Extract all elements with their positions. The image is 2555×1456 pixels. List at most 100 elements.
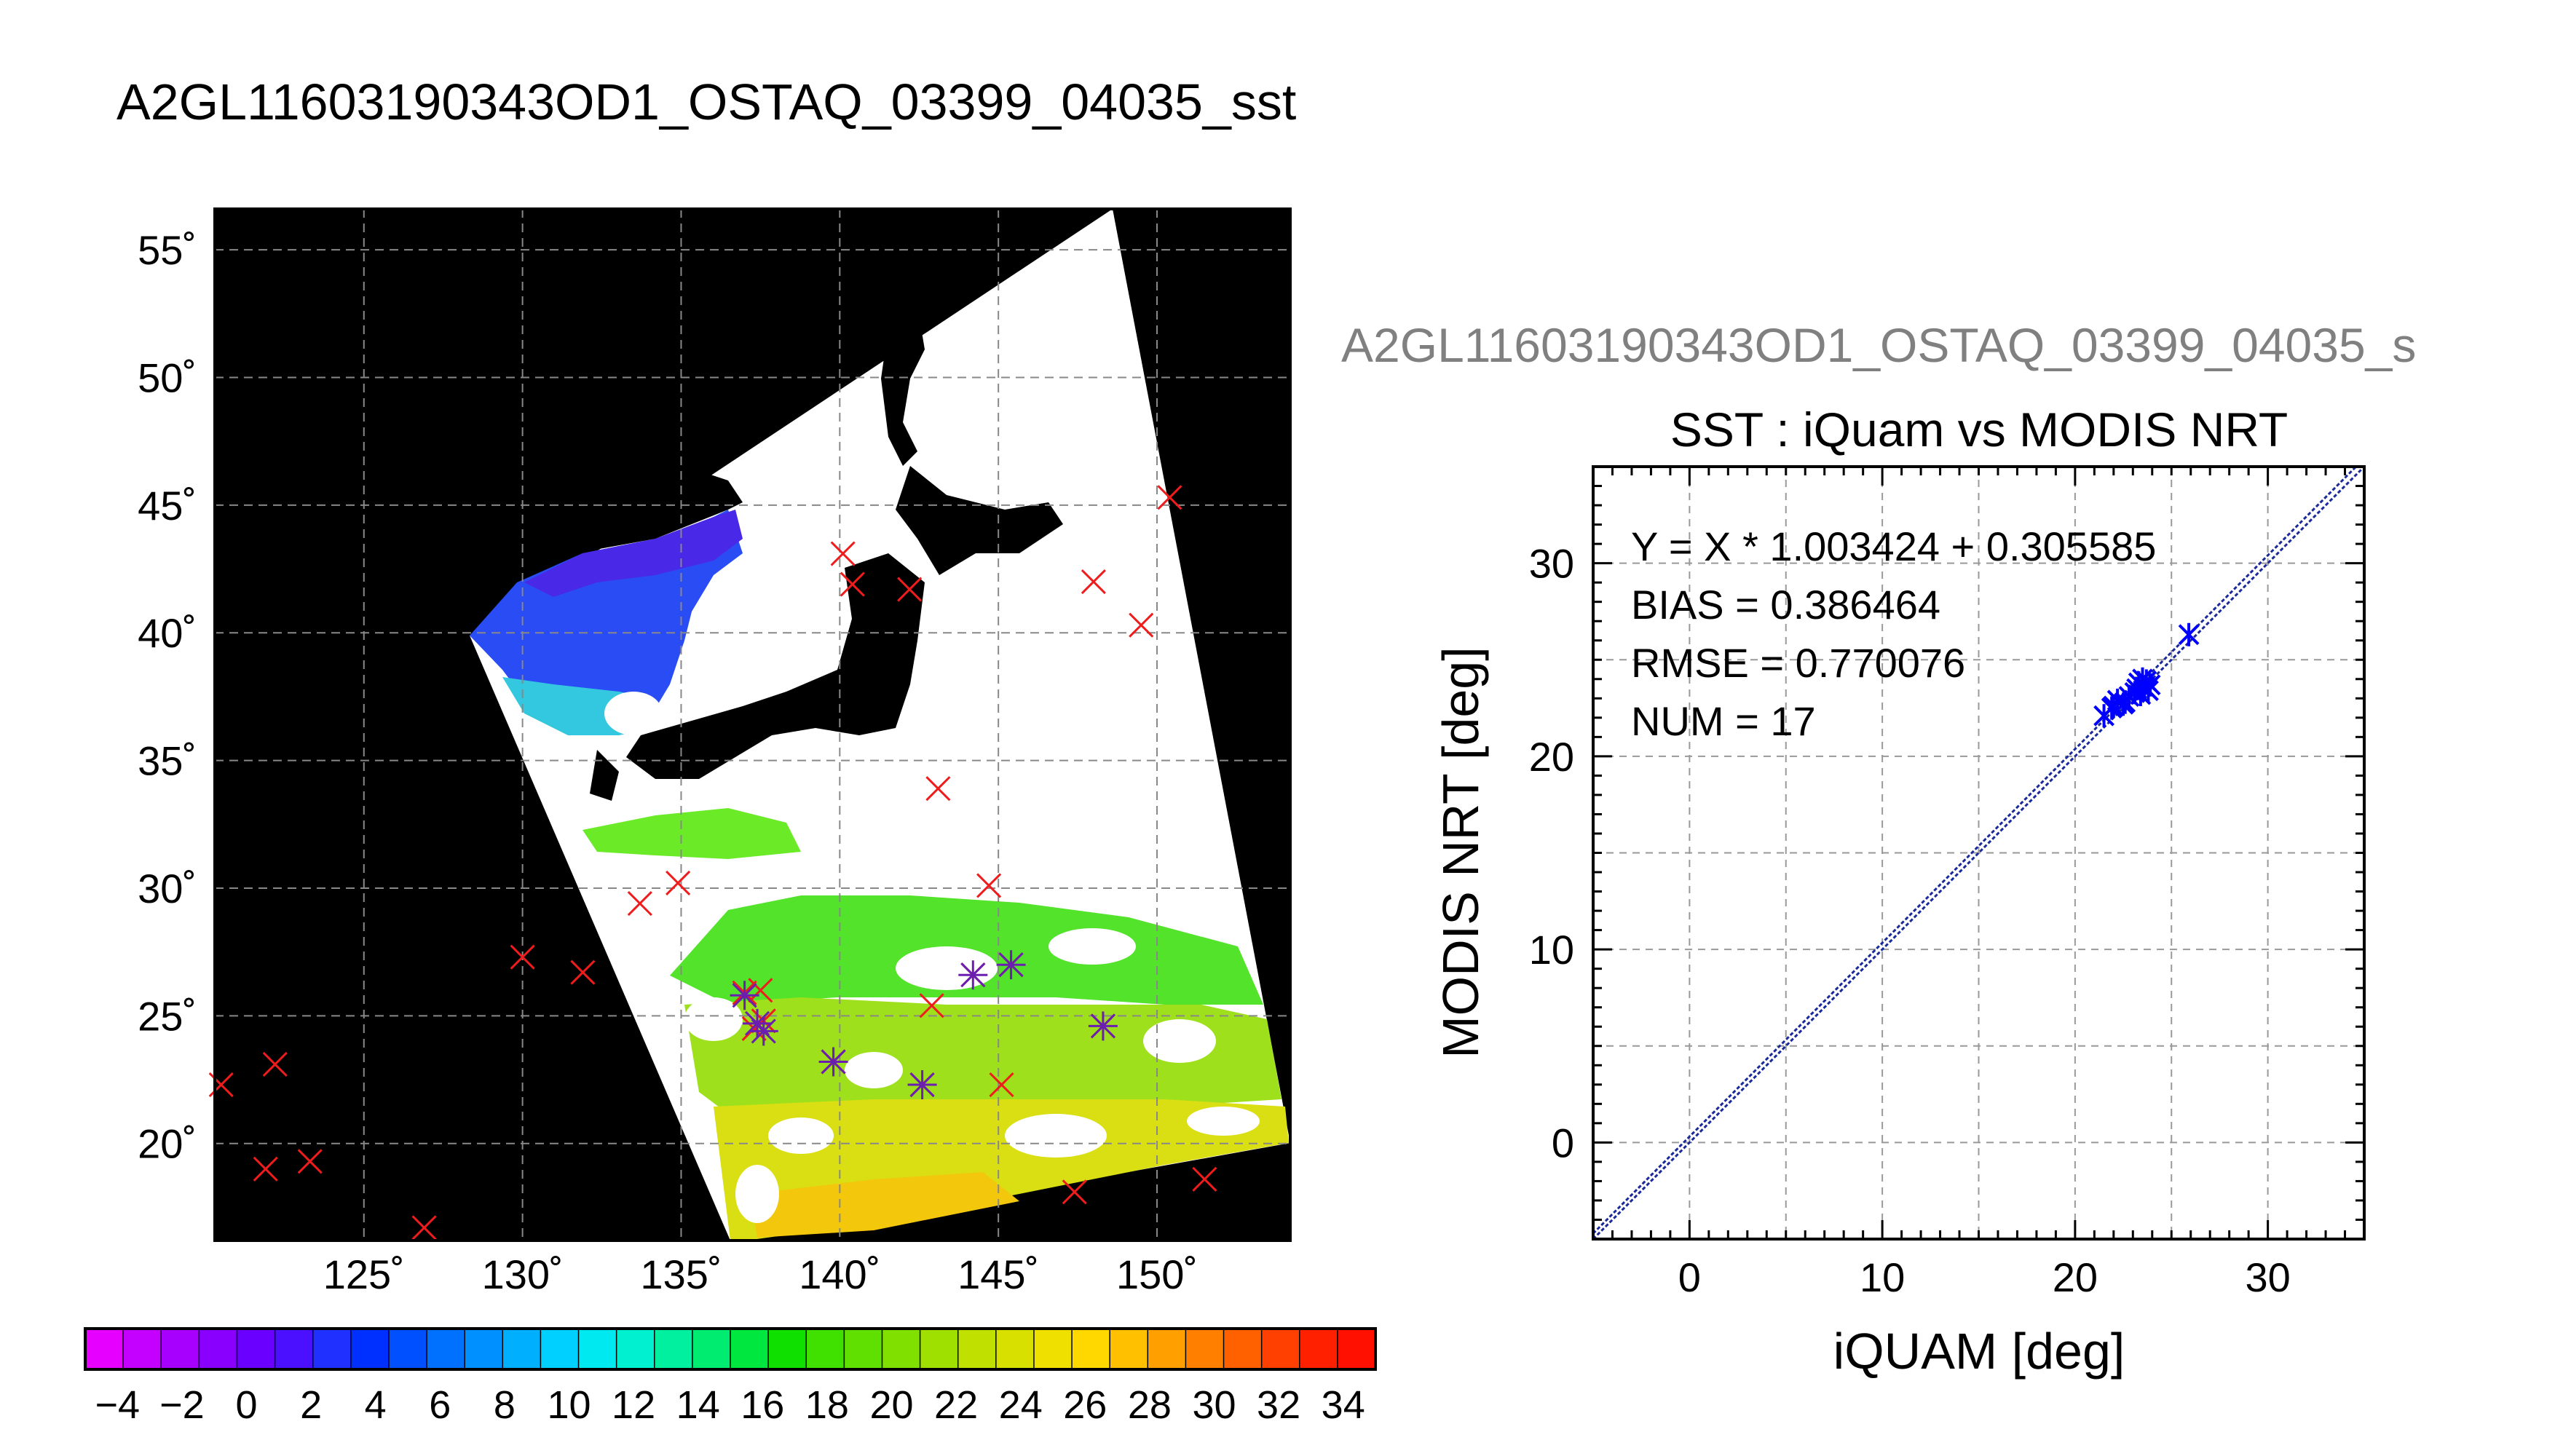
matchup-markers: [208, 485, 1217, 1241]
red-x-marker: [897, 577, 923, 602]
colorbar-cells: [85, 1329, 1376, 1369]
red-x-marker: [253, 1156, 278, 1182]
red-x-marker: [840, 571, 865, 597]
purple-star-marker: [818, 1047, 848, 1077]
y-tick-labels: 0 10 20 30: [1529, 541, 1574, 1166]
scatter-title: SST : iQuam vs MODIS NRT: [1670, 403, 2288, 456]
colorbar-cell: [692, 1329, 731, 1369]
y-tick-label: 10: [1529, 927, 1574, 973]
colorbar-tick-label: 0: [235, 1383, 257, 1427]
colorbar-tick-label: 22: [934, 1383, 978, 1427]
x-tick-label: 10: [1860, 1254, 1905, 1300]
fit-equation: Y = X * 1.003424 + 0.305585: [1631, 523, 2156, 569]
red-x-marker: [1062, 1179, 1087, 1205]
colorbar-tick-label: 24: [999, 1383, 1043, 1427]
bias-stat: BIAS = 0.386464: [1631, 582, 1940, 628]
longitude-label: 135˚: [640, 1251, 722, 1297]
colorbar-cell: [1261, 1329, 1300, 1369]
red-x-marker: [748, 978, 773, 1003]
fit-line: [1593, 467, 2358, 1235]
red-x-marker: [919, 993, 944, 1018]
y-tick-label: 20: [1529, 734, 1574, 780]
sst-sea-of-japan-north: [524, 510, 743, 597]
rmse-stat: RMSE = 0.770076: [1631, 640, 1965, 686]
colorbar-cell: [920, 1329, 959, 1369]
land-mask: [466, 233, 1063, 801]
purple-star-marker: [958, 960, 988, 990]
colorbar-cell: [1299, 1329, 1338, 1369]
purple-star-marker: [730, 981, 759, 1010]
colorbar: −4 −2 0 2 4 6 8 10 12 14 16 18 20 22 24 26 28 30 32 34: [84, 1327, 1377, 1427]
scatter-point: [2178, 622, 2200, 646]
colorbar-cell: [768, 1329, 807, 1369]
longitude-label: 150˚: [1116, 1251, 1198, 1297]
figure-title: A2GL11603190343OD1_OSTAQ_03399_04035_sst: [117, 74, 1297, 130]
red-x-marker: [510, 944, 535, 970]
scatter-point: [2139, 673, 2161, 697]
latitude-label: 20˚: [138, 1121, 197, 1167]
longitude-label: 140˚: [799, 1251, 880, 1297]
colorbar-cell: [1072, 1329, 1110, 1369]
colorbar-cell: [1185, 1329, 1225, 1369]
colorbar-tick-label: 16: [741, 1383, 784, 1427]
red-x-marker: [1081, 569, 1106, 595]
longitude-labels: 125˚ 130˚ 135˚ 140˚ 145˚ 150˚: [323, 1251, 1198, 1297]
colorbar-cell: [1337, 1329, 1376, 1369]
map-grid: [215, 209, 1290, 1241]
purple-star-marker: [996, 950, 1026, 980]
colorbar-cell: [806, 1329, 845, 1369]
colorbar-frame: [84, 1327, 1377, 1371]
latitude-label: 40˚: [138, 610, 197, 656]
latitude-label: 45˚: [138, 483, 197, 529]
colorbar-cell: [275, 1329, 314, 1369]
scatter-point: [2103, 694, 2125, 718]
red-x-marker: [830, 541, 856, 566]
sst-warm-patch: [750, 1172, 1019, 1238]
red-x-marker: [627, 890, 652, 917]
colorbar-tick-label: 28: [1128, 1383, 1172, 1427]
red-x-marker: [1157, 485, 1182, 510]
colorbar-cell: [427, 1329, 465, 1369]
colorbar-tick-label: 12: [612, 1383, 655, 1427]
colorbar-cell: [654, 1329, 693, 1369]
red-x-marker: [989, 1072, 1014, 1098]
purple-star-marker: [1088, 1011, 1118, 1041]
x-tick-label: 30: [2245, 1254, 2290, 1300]
colorbar-cell: [465, 1329, 503, 1369]
colorbar-cell: [995, 1329, 1035, 1369]
colorbar-tick-label: 20: [869, 1383, 913, 1427]
scatter-plot: 0 10 20 30 0 10 20 30 Y = X * 1.003424 + 0.305…: [1432, 465, 2366, 1380]
colorbar-tick-label: 18: [805, 1383, 849, 1427]
scatter-minor-ticks: [1592, 465, 2366, 1241]
colorbar-cell: [1033, 1329, 1073, 1369]
red-x-marker: [297, 1149, 323, 1174]
red-x-marker: [1192, 1166, 1217, 1192]
latitude-labels: 55˚ 50˚ 45˚ 40˚ 35˚ 30˚ 25˚ 20˚: [138, 227, 197, 1167]
red-x-marker: [411, 1215, 437, 1241]
colorbar-tick-label: 4: [365, 1383, 387, 1427]
colorbar-tick-label: −2: [159, 1383, 205, 1427]
sst-map: 55˚ 50˚ 45˚ 40˚ 35˚ 30˚ 25˚ 20˚ 125˚ 130˚ 135˚ 140…: [138, 207, 1292, 1297]
latitude-label: 55˚: [138, 227, 197, 273]
colorbar-tick-label: 26: [1063, 1383, 1107, 1427]
purple-star-marker: [749, 1016, 778, 1046]
scatter-points: [2093, 622, 2200, 728]
red-x-marker: [666, 870, 691, 896]
num-stat: NUM = 17: [1631, 698, 1816, 744]
colorbar-cell: [312, 1329, 352, 1369]
colorbar-tick-label: 10: [547, 1383, 591, 1427]
sst-subtropical: [684, 997, 1282, 1114]
colorbar-cell: [844, 1329, 882, 1369]
colorbar-tick-label: 2: [300, 1383, 322, 1427]
red-x-marker: [976, 873, 1002, 898]
x-axis-label: iQUAM [deg]: [1833, 1323, 2125, 1380]
colorbar-cell: [388, 1329, 427, 1369]
purple-star-marker: [907, 1070, 937, 1100]
stats-block: Y = X * 1.003424 + 0.305585 BIAS = 0.386…: [1631, 523, 2156, 744]
colorbar-tick-label: 34: [1322, 1383, 1365, 1427]
longitude-label: 130˚: [482, 1251, 564, 1297]
red-x-marker: [925, 776, 951, 802]
x-tick-labels: 0 10 20 30: [1678, 1254, 2291, 1300]
red-x-marker: [741, 1016, 767, 1041]
